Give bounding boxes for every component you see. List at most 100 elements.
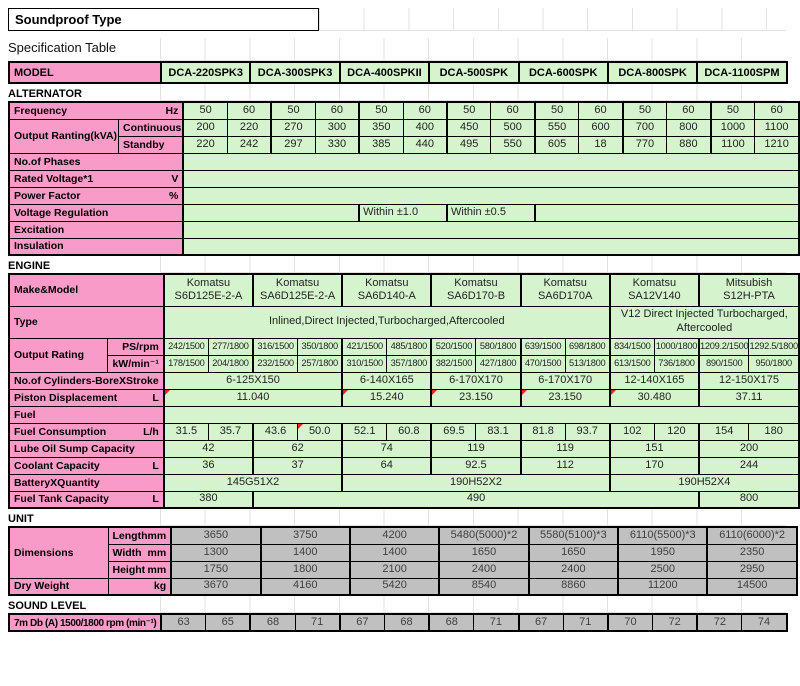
- row-label: Excitation: [8, 220, 184, 239]
- cell-text: 300: [327, 120, 347, 133]
- section-strip-alternator: ALTERNATOR: [8, 84, 800, 101]
- table-row: Dry Weight kg 3670 4160 5420 8540 8860 11200 145…: [8, 577, 798, 596]
- cell-text: 316/1500: [257, 340, 294, 351]
- data-cell: 277/1800: [207, 337, 254, 356]
- table-row: Frequency Hz 50 60 50 60 50 60 50 60 50 60 50 60 50 60: [8, 101, 800, 120]
- data-cell: 18: [578, 135, 624, 154]
- cell-text: 50.0: [308, 424, 331, 437]
- data-cell: 485/1800: [386, 337, 432, 356]
- label-with-unit: Rated Voltage*1 V: [11, 173, 181, 185]
- model-header-cell: DCA-800SPK: [606, 61, 699, 84]
- table-row: Fuel: [8, 405, 800, 424]
- data-cell: 119: [519, 439, 611, 458]
- cell-text: Komatsu SA6D170-B: [446, 276, 506, 303]
- data-cell: 70: [606, 613, 654, 632]
- model-name: DCA-300SPK3: [257, 66, 333, 79]
- row-label-text: Height: [112, 563, 146, 576]
- cell-text: 1292.5/1800: [749, 340, 798, 351]
- cell-text: 890/1500: [706, 357, 743, 368]
- cell-text: 50: [199, 103, 212, 116]
- data-cell: 6-140X165: [341, 371, 432, 390]
- cell-text: 50: [550, 103, 564, 116]
- row-sublabel-text: Standby: [123, 138, 165, 151]
- table-row: kW/min⁻¹ 178/1500 204/1800 232/1500 257/1800…: [9, 354, 800, 373]
- data-cell: 204/1800: [207, 354, 254, 373]
- data-cell: 67: [517, 613, 564, 632]
- cell-text: 485/1800: [390, 340, 428, 351]
- cell-text: 270: [284, 120, 303, 133]
- cell-text: 6-140X165: [359, 373, 414, 386]
- cell-text: 60.8: [398, 424, 420, 437]
- data-cell: 1800: [259, 560, 351, 579]
- table-row: MODEL DCA-220SPK3 DCA-300SPK3 DCA-400SPKII D…: [8, 61, 788, 84]
- data-cell: 605: [533, 135, 580, 154]
- row-unit: mm: [147, 529, 167, 542]
- row-label: BatteryXQuantity: [8, 473, 165, 492]
- cell-text: 880: [679, 137, 698, 150]
- cell-text: 834/1500: [614, 340, 651, 351]
- cell-text: 220: [239, 120, 259, 133]
- data-cell: 6-170X170: [430, 371, 522, 390]
- data-cell: 50: [621, 101, 668, 120]
- data-cell: [182, 186, 800, 205]
- table-row: No.of Cylinders-BoreXStroke 6-125X150 6-14…: [8, 371, 800, 390]
- data-cell: 350/1800: [297, 337, 343, 356]
- model-header-cell: DCA-400SPKII: [338, 61, 431, 84]
- data-cell: 35.7: [207, 422, 254, 441]
- cell-text: 67: [534, 615, 548, 628]
- data-cell: 60: [490, 101, 536, 120]
- row-unit: mm: [147, 563, 167, 576]
- cell-text: 1209.2/1500: [700, 340, 749, 351]
- row-label-text: Voltage Regulation: [14, 206, 109, 219]
- row-unit: L/h: [143, 425, 159, 438]
- data-cell: 700: [621, 118, 668, 137]
- cell-text: 23.150: [459, 390, 493, 403]
- cell-text: 770: [635, 137, 655, 150]
- data-cell: 154: [698, 422, 750, 441]
- cell-text: 60: [330, 103, 344, 116]
- spec-table-sound-level: 7m Db (A) 1500/1800 rpm (min⁻¹) 63 65 68 71 6…: [8, 613, 788, 632]
- cell-text: 36: [202, 458, 215, 471]
- data-cell: 834/1500: [608, 337, 655, 356]
- cell-text: 330: [327, 137, 347, 150]
- cell-text: 257/1800: [301, 357, 338, 368]
- model-name: DCA-600SPK: [528, 66, 598, 79]
- cell-text: 200: [196, 120, 215, 133]
- data-cell: [182, 169, 800, 188]
- data-cell: 72: [652, 613, 698, 632]
- cell-text: 6110(6000)*2: [719, 528, 786, 541]
- data-cell: 242: [226, 135, 272, 154]
- row-sublabel: Length mm: [107, 526, 172, 545]
- data-cell: 12-140X165: [608, 371, 700, 390]
- cell-text: 60: [594, 103, 607, 116]
- data-cell: 30.480: [608, 388, 700, 407]
- data-cell: 5420: [348, 577, 440, 596]
- cell-text: 470/1500: [524, 357, 562, 368]
- cell-text: 1100: [721, 137, 745, 150]
- gridlines: [160, 596, 786, 613]
- cell-text: 30.480: [637, 390, 672, 403]
- data-cell: 43.6: [252, 422, 299, 441]
- row-label-text: No.of Cylinders-BoreXStroke: [14, 374, 159, 387]
- data-cell: 1650: [438, 543, 530, 562]
- row-label-text: Type: [14, 316, 38, 328]
- data-cell: 190H52X2: [341, 473, 611, 492]
- model-header-cell: DCA-220SPK3: [159, 61, 252, 84]
- data-cell: 400: [402, 118, 448, 137]
- data-cell: 1400: [259, 543, 351, 562]
- row-sublabel: Height mm: [107, 560, 172, 579]
- data-cell: Within ±0.5: [446, 203, 536, 222]
- model-header-cell: DCA-600SPK: [517, 61, 609, 84]
- data-cell: 200: [182, 118, 228, 137]
- table-row: Dimensions Length mm 3650 3750 4200 5480(5000)…: [8, 526, 798, 579]
- data-cell: Komatsu SA6D125E-2-A: [252, 273, 343, 307]
- cell-text: 65: [221, 615, 234, 628]
- row-label-text: Fuel Consumption: [14, 425, 107, 438]
- cell-text: 68: [400, 615, 413, 628]
- row-label-text: Rated Voltage*1: [14, 172, 94, 185]
- cell-text: 1950: [650, 545, 675, 558]
- data-cell: 6110(5500)*3: [617, 526, 708, 545]
- data-cell: 112: [519, 456, 611, 475]
- cell-text: 1800: [293, 562, 318, 575]
- cell-text: 1400: [382, 545, 407, 558]
